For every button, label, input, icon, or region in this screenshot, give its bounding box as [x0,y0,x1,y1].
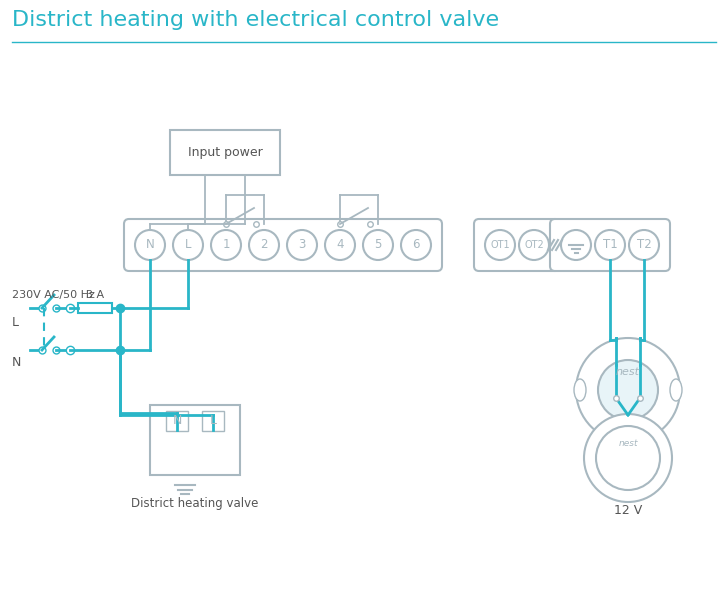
Text: 3 A: 3 A [86,290,104,300]
Text: T1: T1 [603,239,617,251]
FancyBboxPatch shape [616,420,640,436]
Text: 1: 1 [222,239,230,251]
Bar [78,303,112,313]
Text: N: N [146,239,154,251]
Text: T2: T2 [636,239,652,251]
Text: N: N [12,355,21,368]
Text: 3: 3 [298,239,306,251]
Circle shape [173,230,203,260]
FancyBboxPatch shape [474,219,560,271]
FancyBboxPatch shape [202,411,224,431]
Text: Input power: Input power [188,146,262,159]
Circle shape [287,230,317,260]
Circle shape [629,230,659,260]
Circle shape [401,230,431,260]
Circle shape [598,360,658,420]
Bar [150,405,240,475]
Circle shape [596,426,660,490]
Circle shape [135,230,165,260]
Circle shape [561,230,591,260]
Circle shape [363,230,393,260]
Text: 12 V: 12 V [614,504,642,517]
Text: 4: 4 [336,239,344,251]
Text: nest: nest [618,440,638,448]
Bar [170,130,280,175]
Text: District heating valve: District heating valve [131,497,258,510]
Circle shape [584,414,672,502]
Circle shape [211,230,241,260]
Ellipse shape [574,379,586,401]
Circle shape [519,230,549,260]
Circle shape [595,230,625,260]
Text: 5: 5 [374,239,381,251]
Text: District heating with electrical control valve: District heating with electrical control… [12,10,499,30]
Text: L: L [210,415,216,428]
Text: OT2: OT2 [524,240,544,250]
Ellipse shape [576,338,680,442]
Text: L: L [12,315,19,328]
Text: 230V AC/50 Hz: 230V AC/50 Hz [12,290,95,300]
Text: L: L [185,239,191,251]
FancyBboxPatch shape [166,411,188,431]
Text: 2: 2 [260,239,268,251]
Circle shape [485,230,515,260]
Text: 6: 6 [412,239,420,251]
Text: OT1: OT1 [490,240,510,250]
Text: N: N [173,415,182,428]
Text: nest: nest [616,367,640,377]
FancyBboxPatch shape [124,219,442,271]
Circle shape [325,230,355,260]
Ellipse shape [670,379,682,401]
Circle shape [249,230,279,260]
FancyBboxPatch shape [550,219,670,271]
